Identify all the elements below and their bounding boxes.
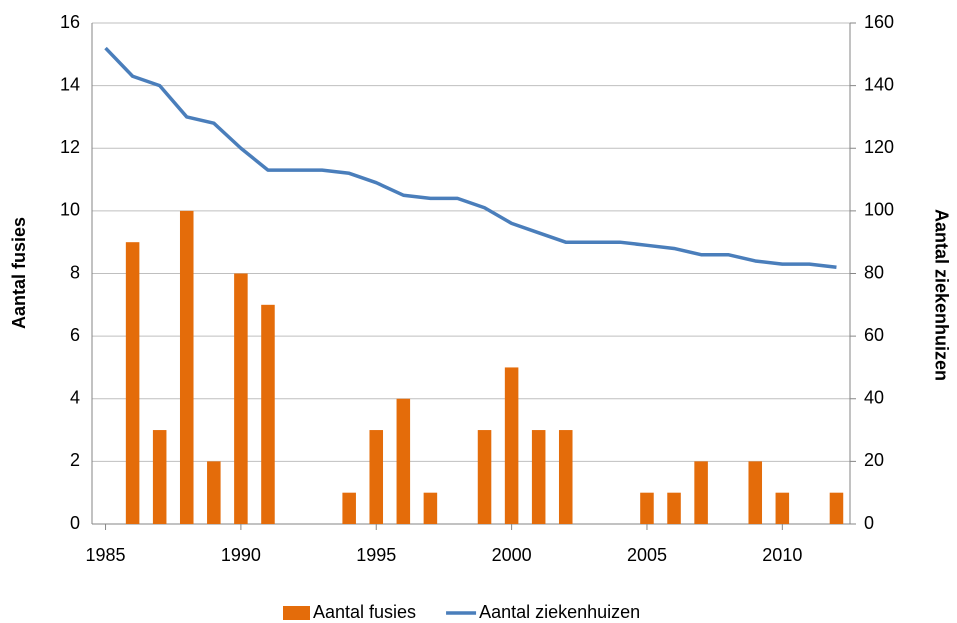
y-tick-label: 2 (70, 450, 80, 470)
bar (558, 430, 573, 524)
y-tick-label: 16 (60, 12, 80, 32)
legend-label: Aantal ziekenhuizen (479, 602, 640, 622)
legend-swatch (283, 606, 310, 620)
bar (504, 367, 519, 524)
x-tick-label: 2000 (492, 545, 532, 565)
bar (396, 398, 411, 524)
bar (179, 210, 194, 524)
y-tick-label: 10 (60, 200, 80, 220)
y-tick-label: 14 (60, 74, 80, 94)
y2-tick-label: 100 (864, 200, 894, 220)
bar (342, 492, 356, 524)
bar (423, 492, 438, 524)
bar (152, 430, 167, 524)
y2-tick-label: 40 (864, 388, 884, 408)
bar (369, 430, 384, 524)
y2-axis-label: Aantal ziekenhuizen (931, 209, 951, 381)
bar (667, 492, 681, 524)
legend-label: Aantal fusies (313, 602, 416, 622)
x-tick-label: 1990 (221, 545, 261, 565)
x-tick-label: 2005 (627, 545, 667, 565)
y2-tick-label: 0 (864, 513, 874, 533)
bar (531, 430, 546, 524)
y2-tick-label: 20 (864, 450, 884, 470)
bar (234, 273, 248, 524)
y-tick-label: 0 (70, 513, 80, 533)
bar (477, 430, 492, 524)
bar (125, 242, 140, 524)
y2-tick-label: 80 (864, 262, 884, 282)
bar (748, 461, 763, 524)
bar (775, 492, 790, 524)
y2-tick-label: 120 (864, 137, 894, 157)
x-tick-label: 1995 (356, 545, 396, 565)
y2-tick-label: 140 (864, 74, 894, 94)
x-tick-label: 1985 (86, 545, 126, 565)
bar (261, 304, 275, 524)
bar (829, 492, 844, 524)
y-tick-label: 8 (70, 262, 80, 282)
y2-tick-label: 60 (864, 325, 884, 345)
y-tick-label: 4 (70, 388, 80, 408)
line (104, 46, 837, 269)
y-tick-label: 12 (60, 137, 80, 157)
bar (207, 461, 221, 524)
y2-tick-label: 160 (864, 12, 894, 32)
x-tick-label: 2010 (762, 545, 802, 565)
bar (640, 492, 654, 524)
y-axis-label: Aantal fusies (9, 217, 29, 329)
bar (694, 461, 708, 524)
y-tick-label: 6 (70, 325, 80, 345)
